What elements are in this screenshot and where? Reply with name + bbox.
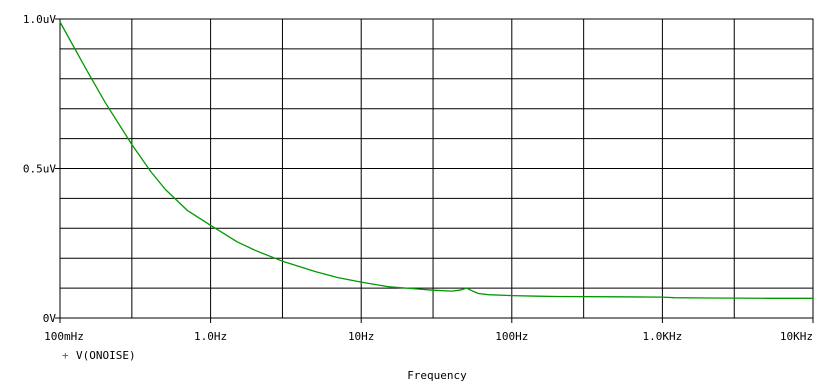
y-tick-label: 0.5uV bbox=[23, 163, 56, 176]
series-layer bbox=[59, 21, 813, 299]
axis-labels: 100mHz 1.0Hz 10Hz 100Hz 1.0KHz 10KHz 0V 0.5uV 1.… bbox=[23, 13, 813, 343]
legend-marker: + bbox=[62, 349, 69, 362]
x-tick-label: 1.0Hz bbox=[194, 330, 227, 343]
axis-ticks bbox=[55, 18, 814, 323]
series-line-v-onoise- bbox=[59, 21, 813, 299]
y-tick-label: 1.0uV bbox=[23, 13, 56, 26]
legend: + V(ONOISE) bbox=[62, 349, 136, 362]
x-tick-label: 1.0KHz bbox=[643, 330, 683, 343]
y-tick-label: 0V bbox=[43, 312, 57, 325]
x-tick-label: 100Hz bbox=[495, 330, 528, 343]
x-axis-title: Frequency bbox=[407, 369, 467, 382]
legend-label: V(ONOISE) bbox=[76, 349, 136, 362]
x-tick-label: 10KHz bbox=[780, 330, 813, 343]
grid bbox=[60, 19, 813, 318]
x-tick-label: 100mHz bbox=[44, 330, 84, 343]
x-tick-label: 10Hz bbox=[348, 330, 375, 343]
